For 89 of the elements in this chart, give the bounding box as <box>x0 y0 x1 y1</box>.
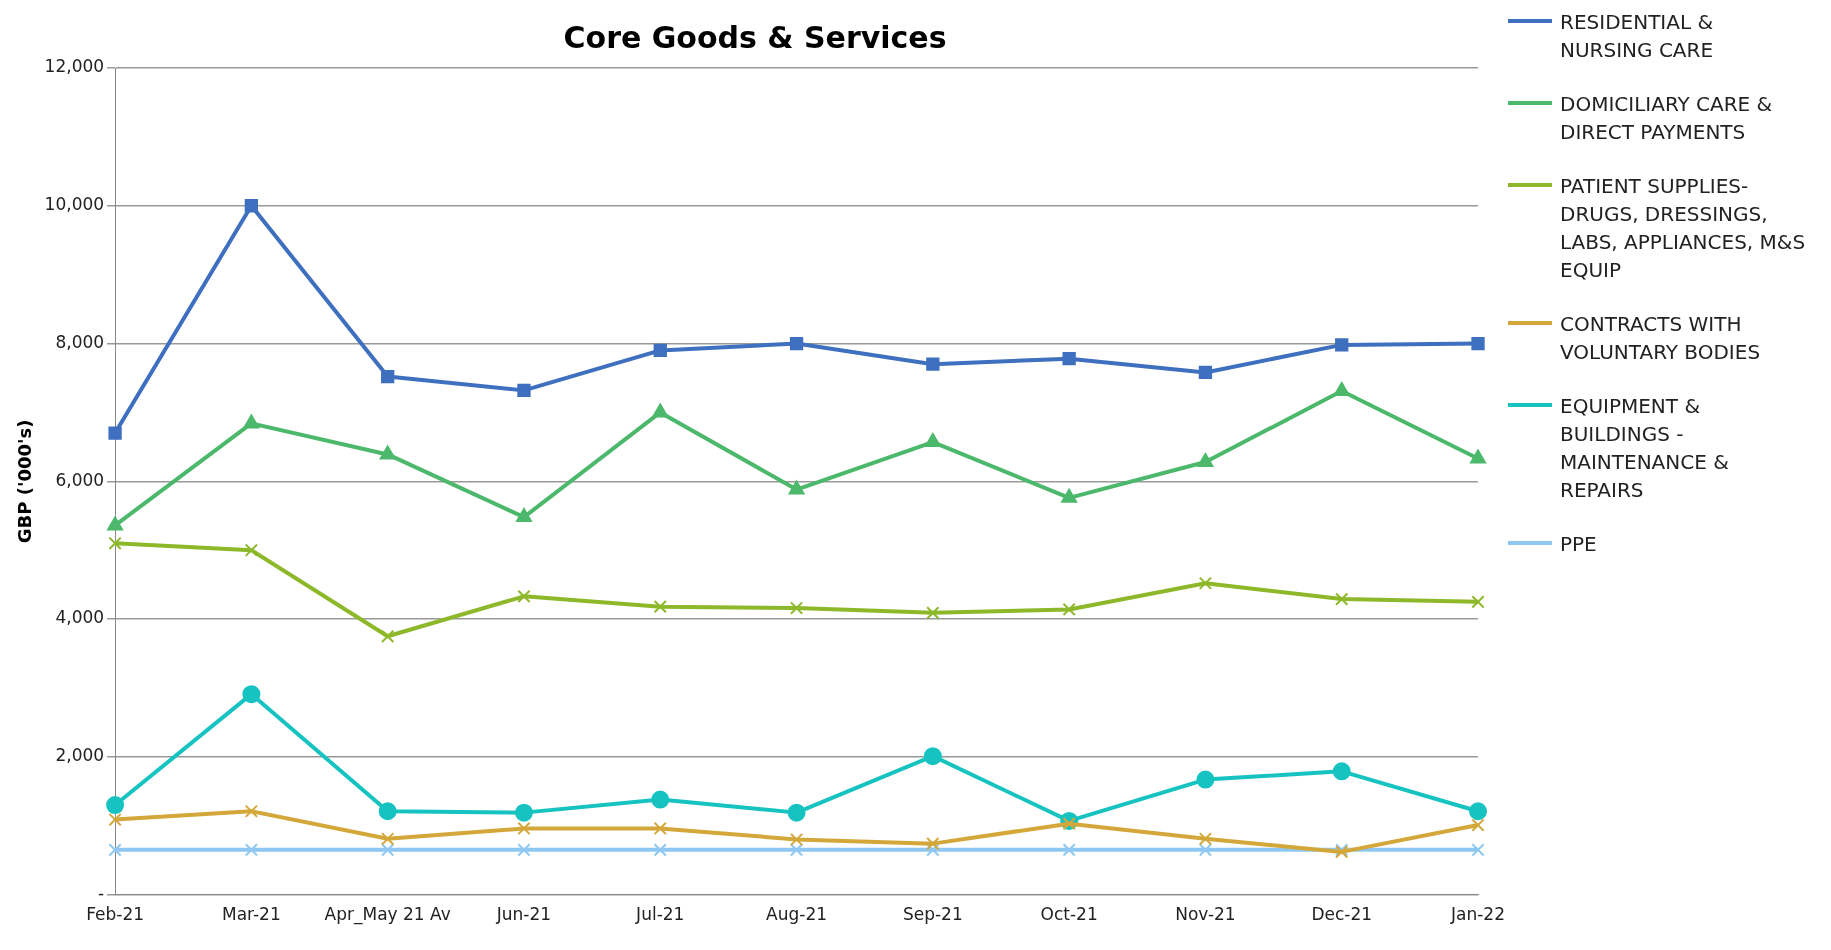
point <box>517 589 531 603</box>
point <box>244 843 259 857</box>
point <box>242 685 261 704</box>
point <box>926 843 940 857</box>
point <box>108 426 122 440</box>
point <box>244 804 259 818</box>
point <box>789 843 804 857</box>
y-axis-title: GBP ('000's) <box>14 419 36 544</box>
point <box>1062 602 1076 617</box>
x-tick-label: Dec-21 <box>1311 904 1373 925</box>
point <box>1469 802 1488 821</box>
x-tick-label: Mar-21 <box>221 904 281 925</box>
point <box>651 790 670 809</box>
legend-label: RESIDENTIAL & NURSING CARE <box>1560 9 1715 64</box>
point <box>1198 576 1213 590</box>
point <box>108 536 122 550</box>
point <box>1335 338 1349 352</box>
point <box>926 606 940 620</box>
point <box>1198 843 1213 857</box>
x-tick-label: Jan-22 <box>1450 904 1506 925</box>
y-tick-label: 10,000 <box>44 194 105 215</box>
x-tick-label: Aug-21 <box>766 904 828 925</box>
point <box>517 821 531 836</box>
point <box>789 832 804 847</box>
legend-label: DOMICILIARY CARE & DIRECT PAYMENTS <box>1560 91 1774 146</box>
y-tick-label: 12,000 <box>44 56 105 77</box>
x-tick-label: Feb-21 <box>86 904 145 925</box>
point <box>378 802 397 821</box>
point <box>244 199 259 213</box>
point <box>653 600 667 614</box>
legend-label: CONTRACTS WITH VOLUNTARY BODIES <box>1560 311 1762 366</box>
point <box>107 516 124 531</box>
point <box>923 747 942 766</box>
point <box>926 836 940 851</box>
point <box>787 803 806 822</box>
point <box>1062 352 1076 366</box>
point <box>244 543 259 557</box>
point <box>1471 818 1485 832</box>
point <box>106 796 125 815</box>
y-tick-label: 2,000 <box>55 745 105 766</box>
x-tick-label: Jun-21 <box>495 904 552 925</box>
x-tick-label: Oct-21 <box>1040 904 1098 925</box>
legend-label: PATIENT SUPPLIES- DRUGS, DRESSINGS, LABS, APPLIANCES, M&S EQUIP <box>1560 173 1807 284</box>
point <box>381 629 395 643</box>
y-tick-label: - <box>97 883 105 904</box>
point <box>1471 843 1485 857</box>
point <box>652 403 669 418</box>
point <box>1332 762 1351 781</box>
point <box>789 601 804 615</box>
point <box>517 383 531 398</box>
point <box>1197 453 1214 468</box>
y-tick-label: 6,000 <box>55 469 105 490</box>
x-tick-label: Apr_May 21 Av <box>324 904 451 926</box>
point <box>1333 382 1350 397</box>
point <box>1470 449 1486 464</box>
x-tick-label: Jul-21 <box>635 904 685 925</box>
point <box>517 843 531 857</box>
point <box>1335 592 1349 606</box>
point <box>1198 365 1213 380</box>
point <box>1471 336 1485 351</box>
point <box>381 843 395 857</box>
point <box>924 433 941 448</box>
point <box>789 336 804 351</box>
point <box>926 357 940 371</box>
point <box>1196 770 1215 789</box>
point <box>514 803 533 822</box>
point <box>1471 595 1485 609</box>
point <box>381 369 395 384</box>
point <box>516 508 532 523</box>
legend-label: EQUIPMENT & BUILDINGS - MAINTENANCE & REPAIRS <box>1560 393 1730 504</box>
chart-title: Core Goods & Services <box>563 19 947 55</box>
point <box>788 480 805 495</box>
point <box>1061 488 1078 503</box>
point <box>108 843 122 857</box>
point <box>653 843 667 857</box>
point <box>653 821 667 836</box>
x-tick-label: Nov-21 <box>1175 904 1236 925</box>
legend-label: PPE <box>1560 531 1597 558</box>
y-tick-label: 8,000 <box>55 331 105 352</box>
x-tick-label: Sep-21 <box>902 904 963 925</box>
point <box>381 832 395 846</box>
point <box>379 445 396 460</box>
point <box>1062 816 1076 831</box>
point <box>653 343 667 358</box>
point <box>243 414 260 429</box>
point <box>108 812 122 827</box>
point <box>1062 843 1076 857</box>
point <box>1198 832 1213 846</box>
y-tick-label: 4,000 <box>55 607 105 628</box>
